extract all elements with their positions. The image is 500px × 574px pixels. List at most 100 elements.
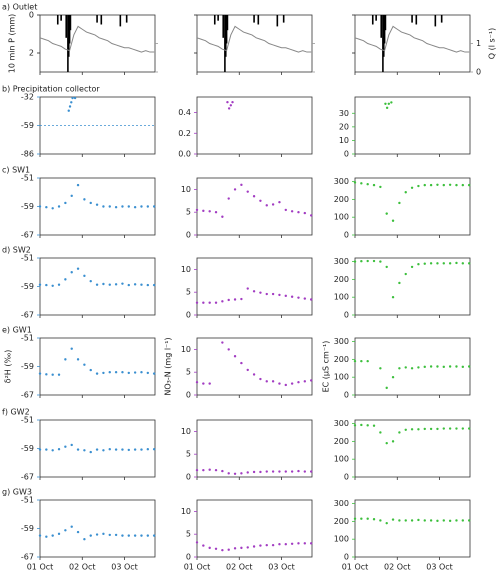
data-point: [360, 517, 363, 520]
data-point: [436, 427, 439, 431]
data-point: [246, 190, 249, 193]
data-point: [202, 301, 205, 304]
y-tick-label: 10: [181, 507, 191, 516]
y-tick-label: -51: [21, 416, 34, 425]
data-point: [265, 470, 268, 473]
x-tick-label: 02 Oct: [69, 563, 96, 572]
data-point: [51, 534, 54, 537]
panel-title: g) GW3: [2, 488, 32, 497]
data-point: [133, 283, 137, 286]
precip-bar: [382, 15, 385, 57]
precip-bar: [225, 15, 228, 44]
data-point: [271, 543, 275, 547]
data-point: [429, 365, 433, 368]
data-point: [108, 205, 111, 208]
data-point: [195, 541, 199, 544]
data-point: [57, 448, 61, 451]
precip-bar: [382, 15, 384, 72]
data-point: [83, 537, 86, 541]
data-point: [467, 519, 471, 522]
data-point: [436, 262, 439, 265]
data-point: [309, 298, 313, 301]
y-tick-label: -59: [21, 121, 34, 130]
data-point: [404, 272, 407, 276]
data-point: [127, 534, 130, 537]
precip-bar: [65, 15, 68, 38]
data-point: [202, 209, 205, 213]
data-point: [57, 373, 61, 376]
data-point: [461, 365, 465, 369]
data-point: [95, 533, 99, 536]
y-tick-label: -51: [21, 334, 34, 343]
y-tick-label: -67: [21, 231, 34, 240]
data-point: [108, 283, 111, 286]
data-point: [410, 367, 414, 370]
y-axis-label: NO₃-N (mg l⁻¹): [164, 337, 173, 395]
data-point: [379, 431, 382, 434]
data-point: [303, 470, 307, 473]
data-point: [372, 259, 376, 263]
data-point: [214, 468, 218, 472]
data-point: [51, 373, 54, 376]
axes-frame: [354, 499, 471, 558]
data-point: [221, 469, 224, 473]
data-point: [38, 534, 42, 537]
data-point: [195, 301, 199, 304]
y-tick-label: 0: [29, 11, 34, 20]
data-point: [385, 265, 388, 269]
data-point: [372, 424, 376, 427]
data-point: [208, 210, 211, 213]
data-point: [38, 448, 42, 451]
data-point: [384, 102, 387, 105]
data-point: [83, 198, 86, 201]
discharge-line: [39, 25, 155, 53]
data-point: [404, 519, 407, 522]
x-tick-label: 01 Oct: [342, 563, 369, 572]
data-point: [259, 470, 262, 474]
data-point: [366, 183, 369, 186]
precip-bar: [440, 15, 443, 23]
data-point: [70, 347, 73, 350]
data-point: [391, 219, 395, 222]
data-point: [45, 373, 48, 376]
data-point: [303, 380, 307, 383]
data-point: [108, 533, 111, 537]
y-tick-label: -67: [21, 553, 34, 562]
panel-title: f) GW2: [2, 408, 30, 417]
axes-frame: [354, 337, 471, 396]
data-point: [246, 546, 249, 549]
y-tick-label: 0: [344, 311, 349, 320]
y-tick-label: 10: [181, 427, 191, 436]
y-tick-label: 300: [334, 337, 349, 346]
axes-frame: [39, 257, 156, 316]
data-point: [227, 472, 230, 475]
data-point: [303, 211, 307, 215]
data-point: [240, 546, 243, 550]
data-point: [64, 358, 67, 361]
data-point: [57, 205, 61, 208]
axes-frame: [196, 337, 313, 396]
data-point: [76, 183, 80, 187]
y-tick-label: 30: [339, 109, 349, 118]
data-point: [114, 448, 118, 451]
data-point: [284, 470, 287, 473]
y-tick-label: 0: [344, 553, 349, 562]
data-point: [390, 101, 393, 104]
axes-frame: [39, 177, 156, 236]
axes-frame: [196, 177, 313, 236]
data-point: [121, 448, 124, 451]
precip-bar: [224, 15, 227, 57]
data-point: [64, 445, 67, 448]
precip-bar: [100, 15, 103, 25]
data-point: [76, 530, 80, 534]
data-point: [133, 206, 137, 209]
data-point: [95, 372, 99, 375]
data-point: [114, 283, 118, 286]
y-tick-label: 5: [186, 530, 191, 539]
precip-bar: [384, 15, 387, 31]
data-point: [83, 274, 86, 278]
data-point: [271, 470, 275, 473]
data-point: [429, 262, 433, 265]
axes-frame: [354, 96, 471, 155]
precip-bar: [217, 15, 219, 21]
